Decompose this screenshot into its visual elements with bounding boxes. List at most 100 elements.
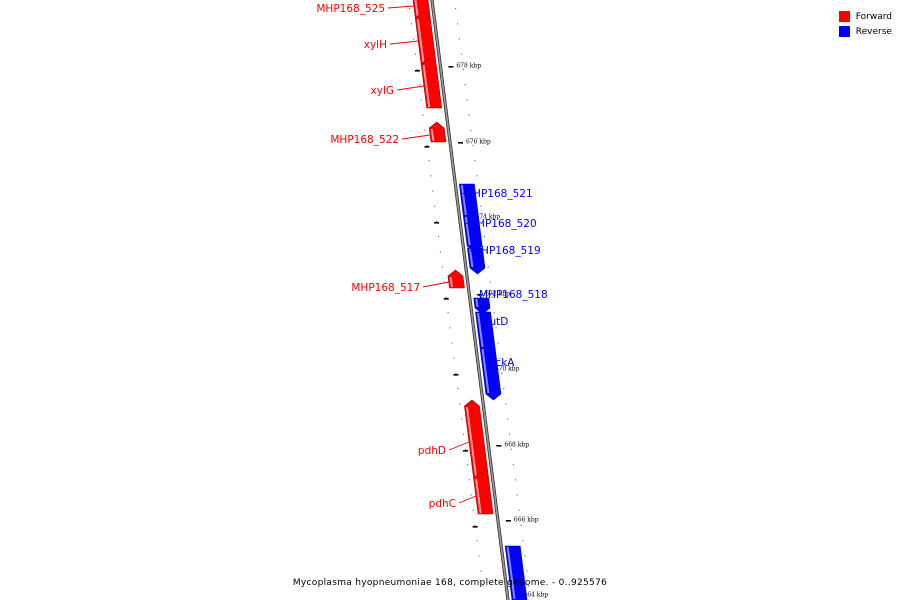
minor-tick (466, 464, 468, 466)
gene-label: xylG (371, 85, 394, 97)
minor-tick (470, 494, 472, 496)
minor-tick (434, 205, 436, 207)
scale-tick-label: 676 kbp (466, 139, 491, 146)
gene-highlight (506, 546, 516, 600)
minor-tick (510, 448, 513, 450)
minor-tick (457, 388, 459, 390)
minor-tick (439, 251, 442, 253)
minor-tick (481, 220, 484, 222)
minor-tick (480, 570, 482, 572)
gene-label: eutD (483, 316, 508, 328)
gene-label-leader (389, 40, 419, 45)
gene-label-leader (396, 85, 424, 91)
minor-tick (516, 494, 518, 496)
gene-label-leader (387, 5, 414, 9)
major-tick (434, 222, 440, 224)
scale-tick-label: 678 kbp (456, 63, 481, 70)
minor-tick (435, 220, 438, 222)
gene-arrow (473, 297, 491, 315)
gene-label-leader (480, 320, 494, 331)
major-tick (443, 298, 449, 300)
gene-arrow (479, 347, 502, 401)
scale-tick-label: 668 kbp (504, 442, 529, 449)
gene-label: xylH (364, 39, 387, 51)
minor-tick (474, 524, 476, 526)
scale-tick (477, 294, 483, 296)
gene-highlight (416, 18, 425, 64)
gene-label: MHP168_520 (468, 218, 537, 230)
minor-tick (420, 99, 422, 101)
minor-tick (476, 540, 478, 542)
minor-tick (470, 129, 472, 131)
minor-tick (480, 205, 482, 207)
gene-label-leader (458, 495, 477, 504)
minor-tick (518, 509, 520, 511)
minor-tick (483, 236, 486, 238)
minor-tick (487, 266, 489, 268)
gene-label-leader (422, 281, 449, 288)
minor-tick (466, 99, 468, 101)
gene-highlight (475, 298, 479, 308)
gene-label-leader (486, 361, 499, 372)
gene-label: MHP168_519 (472, 245, 541, 257)
gene-label-leader (476, 293, 490, 304)
scale-tick (448, 66, 454, 68)
minor-tick (528, 585, 530, 587)
gene-label: ackA (489, 357, 515, 369)
minor-tick (414, 53, 416, 55)
minor-tick (445, 296, 447, 298)
scale-tick-label: 672 kbp (485, 291, 510, 298)
major-tick (472, 526, 478, 528)
scale-tick-label: 664 kbp (523, 592, 548, 599)
minor-tick (464, 448, 467, 450)
gene-label: pdhC (429, 498, 456, 510)
minor-tick (460, 53, 462, 55)
gene-label: pdhD (418, 445, 446, 457)
major-tick (424, 146, 430, 148)
gene-highlight (430, 128, 435, 142)
minor-tick (474, 160, 476, 162)
legend: Forward Reverse (838, 9, 892, 39)
minor-tick (453, 357, 455, 359)
backbone (431, 0, 509, 600)
gene-arrow (504, 545, 528, 600)
minor-tick (430, 175, 432, 177)
minor-tick (410, 23, 413, 25)
forward-swatch (838, 11, 850, 22)
gene-arrow (420, 57, 443, 109)
minor-tick (526, 570, 528, 572)
gene-highlight (464, 216, 471, 246)
legend-forward: Forward (838, 9, 892, 24)
minor-tick (497, 342, 499, 344)
gene-arrow (473, 471, 494, 515)
genome-title: Mycoplasma hyopneumoniae 168, complete g… (292, 578, 608, 588)
minor-tick (501, 372, 503, 374)
minor-tick (443, 281, 445, 283)
legend-reverse-label: Reverse (855, 26, 892, 37)
minor-tick (499, 357, 501, 359)
minor-tick (520, 524, 522, 526)
minor-tick (458, 38, 461, 40)
reverse-swatch (838, 26, 850, 37)
gene-highlight (460, 184, 467, 216)
minor-tick (489, 281, 491, 283)
minor-tick (514, 479, 516, 481)
minor-tick (451, 342, 453, 344)
scale-tick (505, 520, 511, 522)
minor-tick (426, 144, 428, 146)
gene-label: MHP168_517 (351, 282, 420, 294)
gene-highlight (465, 406, 478, 478)
minor-tick (441, 266, 443, 268)
minor-tick (456, 23, 459, 25)
scale-tick-label: 666 kbp (514, 517, 539, 524)
minor-tick (432, 190, 434, 192)
gene-label: MHP168_525 (316, 3, 385, 15)
minor-tick (412, 38, 415, 40)
gene-label-leader (465, 222, 481, 232)
minor-tick (462, 433, 465, 435)
minor-tick (507, 418, 509, 420)
minor-tick (428, 160, 430, 162)
minor-tick (455, 8, 457, 10)
minor-tick (468, 479, 470, 481)
minor-tick (437, 236, 440, 238)
